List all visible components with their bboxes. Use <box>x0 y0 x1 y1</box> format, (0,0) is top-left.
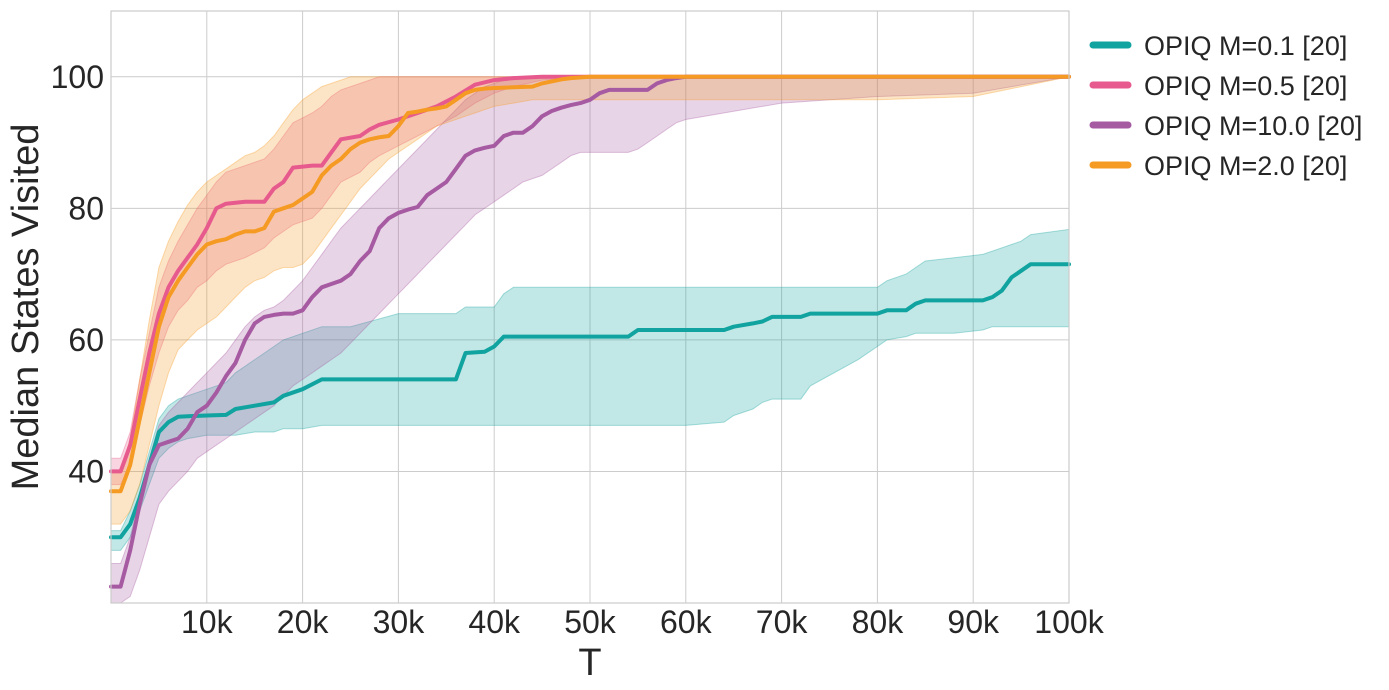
x-axis-label: T <box>578 642 601 684</box>
legend-label-1: OPIQ M=0.5 [20] <box>1144 71 1347 101</box>
x-tick-label: 30k <box>373 604 426 640</box>
x-tick-label: 80k <box>852 604 905 640</box>
x-tick-label: 70k <box>756 604 809 640</box>
series-line-1 <box>109 74 1071 474</box>
series-band-3 <box>110 76 1070 525</box>
x-tick-label: 60k <box>660 604 713 640</box>
y-axis-ticks: 40 60 80 100 <box>51 59 104 490</box>
plot-frame <box>110 10 1070 604</box>
y-axis-label: Median States Visited <box>5 124 47 491</box>
y-tick-label: 40 <box>68 453 104 489</box>
x-axis-ticks: 10k 20k 30k 40k 50k 60k 70k 80k 90k 100k <box>181 604 1105 640</box>
x-tick-label: 90k <box>947 604 1000 640</box>
series-band-2 <box>110 76 1070 604</box>
y-tick-label: 80 <box>68 190 104 226</box>
x-tick-label: 20k <box>277 604 330 640</box>
x-tick-label: 50k <box>564 604 617 640</box>
y-tick-label: 100 <box>51 59 104 95</box>
legend-label-0: OPIQ M=0.1 [20] <box>1144 31 1347 61</box>
x-tick-label: 10k <box>181 604 234 640</box>
legend-label-2: OPIQ M=10.0 [20] <box>1144 111 1362 141</box>
legend: OPIQ M=0.1 [20] OPIQ M=0.5 [20] OPIQ M=10.… <box>1089 31 1362 181</box>
series-line-2 <box>109 74 1071 589</box>
y-tick-label: 60 <box>68 322 104 358</box>
x-tick-label: 100k <box>1034 604 1104 640</box>
legend-label-3: OPIQ M=2.0 [20] <box>1144 151 1347 181</box>
series-lines <box>109 74 1071 589</box>
series-line-3 <box>109 74 1071 494</box>
x-tick-label: 40k <box>468 604 521 640</box>
